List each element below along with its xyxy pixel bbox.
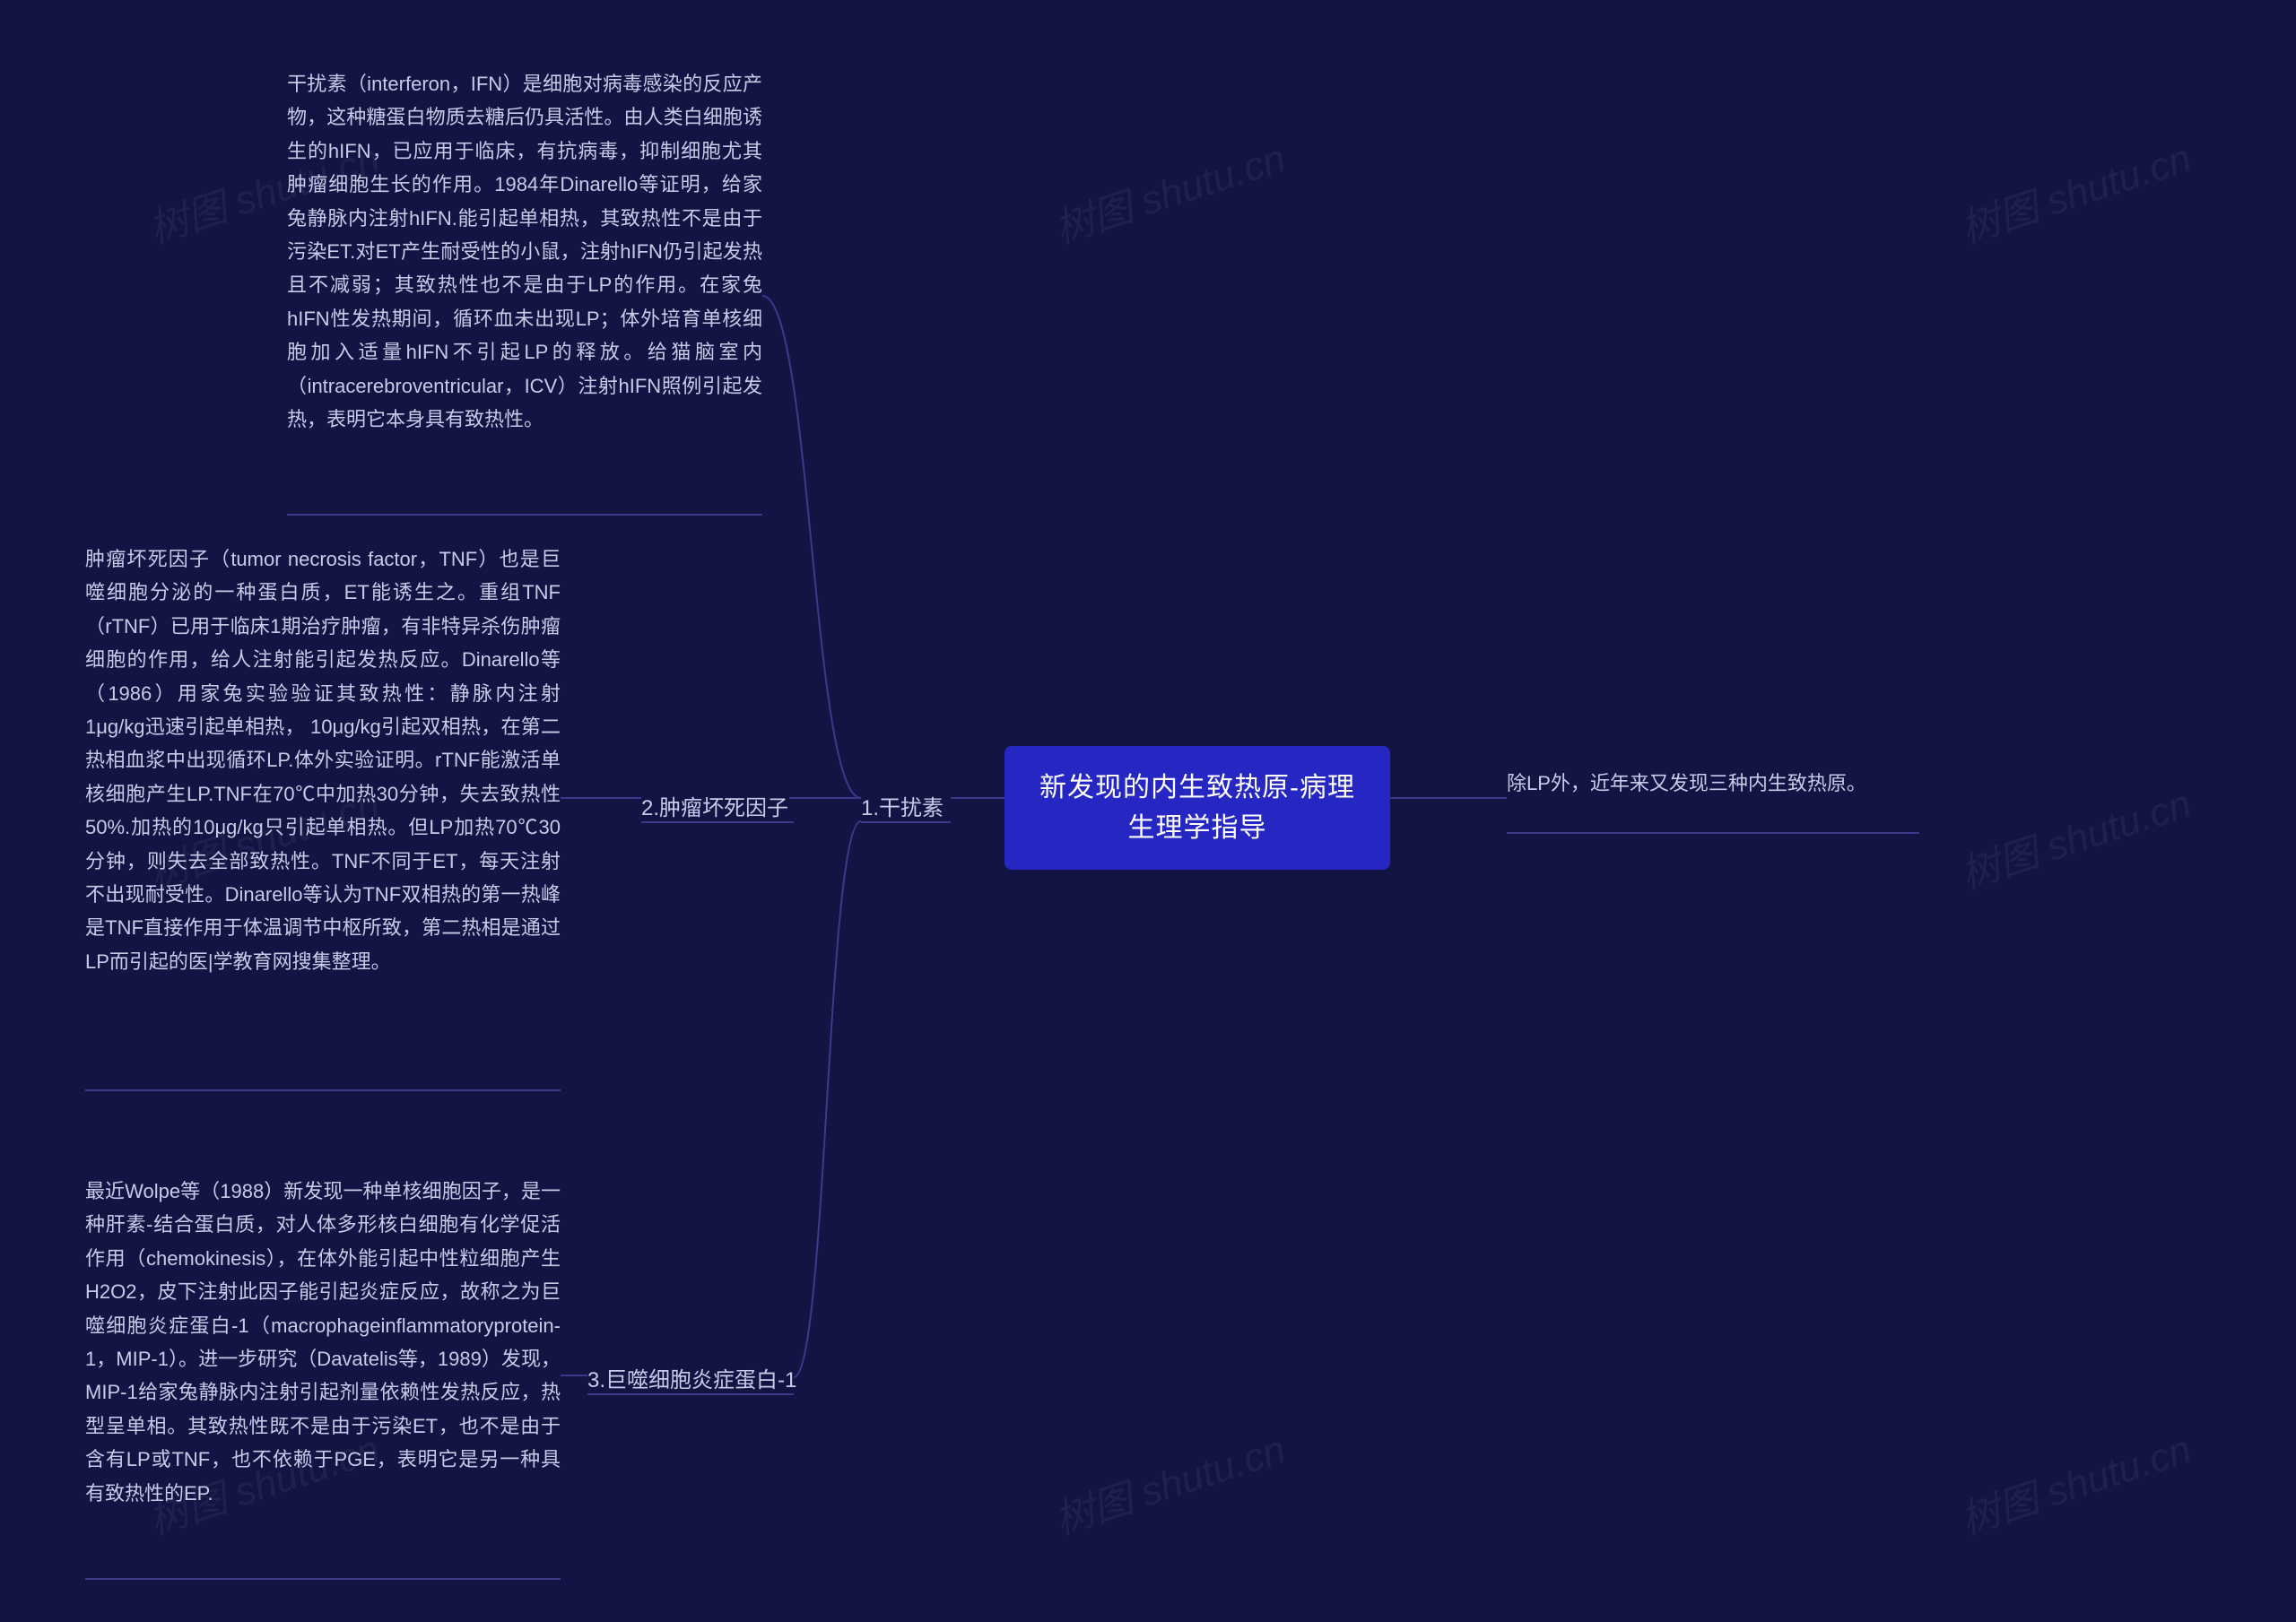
watermark: 树图 shutu.cn [1952,1417,2197,1545]
connector-b1-leaf [762,296,861,798]
branch-3-leaf[interactable]: 最近Wolpe等（1988）新发现一种单核细胞因子，是一种肝素-结合蛋白质，对人… [85,1175,561,1510]
watermark: 树图 shutu.cn [1047,1417,1292,1545]
connector-b2-leaf [561,798,641,825]
underline-b3-leaf [85,1578,561,1580]
root-line1: 新发现的内生致热原-病理 [1039,773,1355,802]
mindmap-canvas: 树图 shutu.cn 树图 shutu.cn 树图 shutu.cn 树图 s… [0,0,2296,1622]
root-line2: 生理学指导 [1128,813,1267,843]
root-node[interactable]: 新发现的内生致热原-病理 生理学指导 [1004,746,1390,870]
connector-b2-b3 [794,821,861,1377]
connector-root-right [1390,798,1507,825]
right-leaf[interactable]: 除LP外，近年来又发现三种内生致热原。 [1507,767,1919,800]
underline-right [1507,832,1919,834]
watermark: 树图 shutu.cn [1952,126,2197,254]
connector-b3-leaf [561,1375,587,1388]
branch-2-leaf[interactable]: 肿瘤坏死因子（tumor necrosis factor，TNF）也是巨噬细胞分… [85,542,561,978]
underline-b2-leaf [85,1089,561,1091]
watermark: 树图 shutu.cn [1952,771,2197,899]
branch-1-label[interactable]: 1.干扰素 [861,791,944,828]
branch-2-label[interactable]: 2.肿瘤坏死因子 [641,791,788,828]
branch-1-leaf[interactable]: 干扰素（interferon，IFN）是细胞对病毒感染的反应产物，这种糖蛋白物质… [287,67,762,436]
connector-root-b1 [951,798,1004,825]
underline-b1-leaf [287,514,762,516]
branch-3-label[interactable]: 3.巨噬细胞炎症蛋白-1 [587,1363,796,1400]
watermark: 树图 shutu.cn [1047,126,1292,254]
connector-b1-b2 [789,798,861,825]
